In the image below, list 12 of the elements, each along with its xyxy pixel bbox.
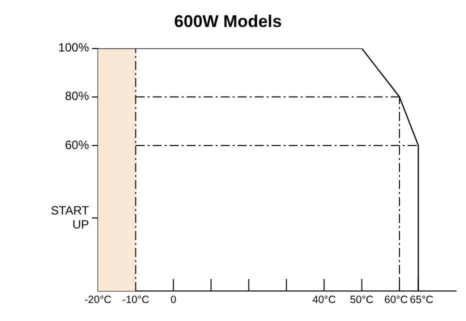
x-tick-label: -10°C xyxy=(122,294,150,306)
x-tick-label: 50°C xyxy=(350,294,374,306)
chart-title: 600W Models xyxy=(174,12,282,31)
y-tick-label: START UP xyxy=(50,203,90,232)
x-tick-label: -20°C xyxy=(84,294,112,306)
x-tick-label: 65°C xyxy=(410,294,434,306)
x-tick-label: 40°C xyxy=(312,294,336,306)
y-tick-label: 100% xyxy=(58,40,90,55)
y-tick-label: 80% xyxy=(64,89,90,104)
x-tick-label: 0 xyxy=(170,294,176,306)
y-tick-label: 60% xyxy=(64,138,90,152)
x-tick-label: 60°C xyxy=(384,294,408,306)
